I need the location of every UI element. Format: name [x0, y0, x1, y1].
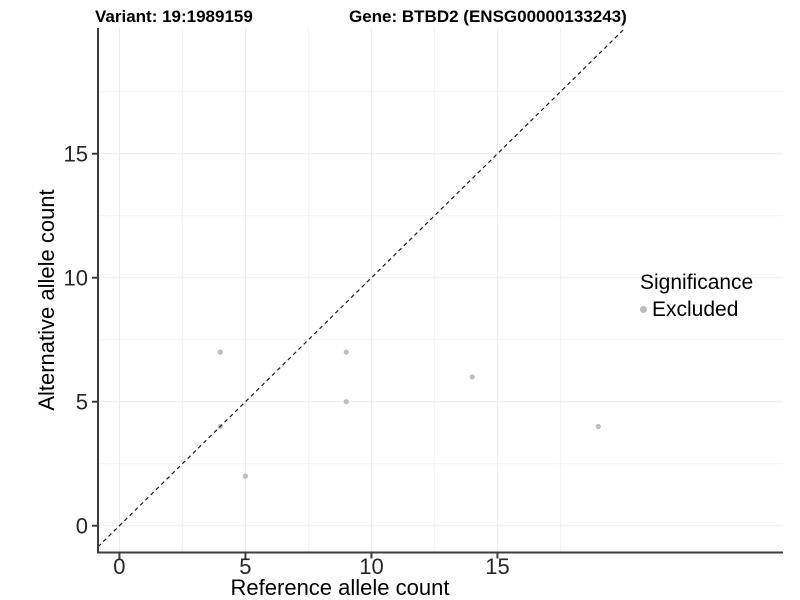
minor-gridlines	[98, 28, 783, 553]
x-tick-label: 5	[239, 554, 251, 579]
y-tick-label: 15	[64, 142, 88, 167]
legend-item-label: Excluded	[652, 298, 739, 321]
plot-title-gene: Gene: BTBD2 (ENSG00000133243)	[349, 7, 627, 26]
data-point	[242, 473, 249, 479]
y-axis-title: Alternative allele count	[34, 189, 59, 411]
tick-labels: 0 5 10 15 0 5 10 15	[64, 142, 510, 579]
axis-lines	[97, 28, 783, 554]
x-axis-title: Reference allele count	[230, 575, 450, 600]
legend-key-dot-icon	[640, 306, 647, 313]
legend: Significance Excluded	[640, 271, 753, 321]
x-tick-label: 15	[485, 554, 509, 579]
x-tick-label: 0	[113, 554, 125, 579]
y-tick-label: 5	[76, 390, 88, 415]
data-point	[469, 374, 475, 380]
data-point	[343, 399, 349, 405]
y-tick-label: 0	[76, 514, 88, 539]
y-tick-label: 10	[64, 266, 88, 291]
data-point	[595, 423, 601, 430]
legend-title: Significance	[640, 271, 754, 294]
identity-dashed-line	[97, 27, 626, 548]
x-tick-label: 10	[359, 554, 383, 579]
identity-line	[97, 27, 626, 548]
data-points	[217, 349, 601, 479]
plot-title-variant: Variant: 19:1989159	[95, 7, 253, 26]
legend-item-excluded: Excluded	[640, 298, 753, 321]
data-point	[217, 349, 223, 355]
major-gridlines	[98, 28, 783, 553]
data-point	[343, 349, 349, 355]
axis-ticks	[92, 152, 499, 559]
